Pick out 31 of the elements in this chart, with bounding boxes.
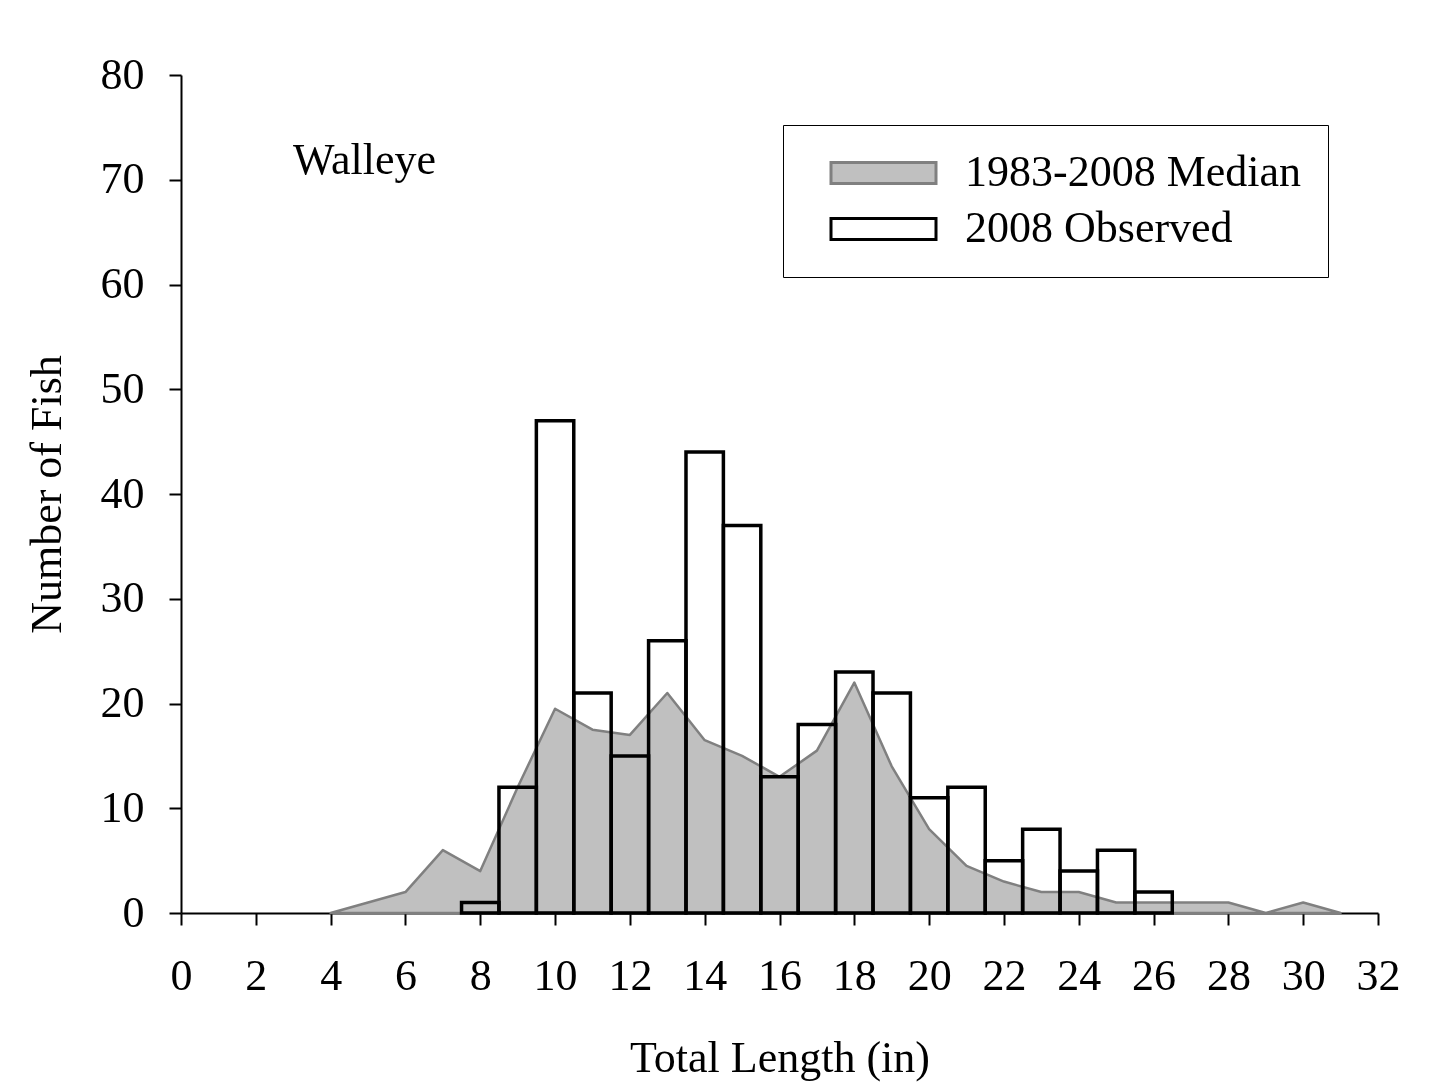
x-tick-label: 6 [394, 950, 417, 1000]
x-tick-label: 16 [758, 950, 802, 1000]
x-tick-label: 24 [1057, 950, 1102, 1000]
y-tick-label: 40 [100, 468, 145, 518]
x-tick-label: 32 [1356, 950, 1401, 1000]
x-tick-label: 0 [170, 950, 193, 1000]
x-tick-label: 8 [469, 950, 492, 1000]
x-tick-label: 30 [1281, 950, 1326, 1000]
x-tick-label: 22 [982, 950, 1027, 1000]
legend-label: 2008 Observed [965, 203, 1233, 252]
y-tick-label: 70 [100, 154, 145, 204]
x-tick-label: 2 [245, 950, 268, 1000]
x-tick-label: 12 [608, 950, 653, 1000]
y-tick-label: 50 [100, 363, 145, 413]
annotation: Walleye [293, 135, 437, 184]
y-tick-label: 0 [122, 887, 145, 937]
x-tick-label: 4 [320, 950, 343, 1000]
x-tick-label: 10 [533, 950, 578, 1000]
legend-label: 1983-2008 Median [965, 147, 1302, 196]
y-tick-label: 30 [100, 573, 145, 623]
x-tick-label: 28 [1206, 950, 1251, 1000]
y-tick-label: 80 [100, 49, 145, 99]
x-axis-title: Total Length (in) [630, 1032, 930, 1082]
y-tick-label: 60 [100, 259, 145, 308]
x-tick-label: 14 [683, 950, 728, 1000]
y-axis-title: Number of Fish [21, 355, 71, 634]
x-tick-label: 26 [1132, 950, 1177, 1000]
x-tick-label: 20 [907, 950, 952, 1000]
y-tick-label: 10 [100, 782, 145, 832]
x-tick-label: 18 [832, 950, 877, 1000]
y-tick-label: 20 [100, 678, 145, 727]
